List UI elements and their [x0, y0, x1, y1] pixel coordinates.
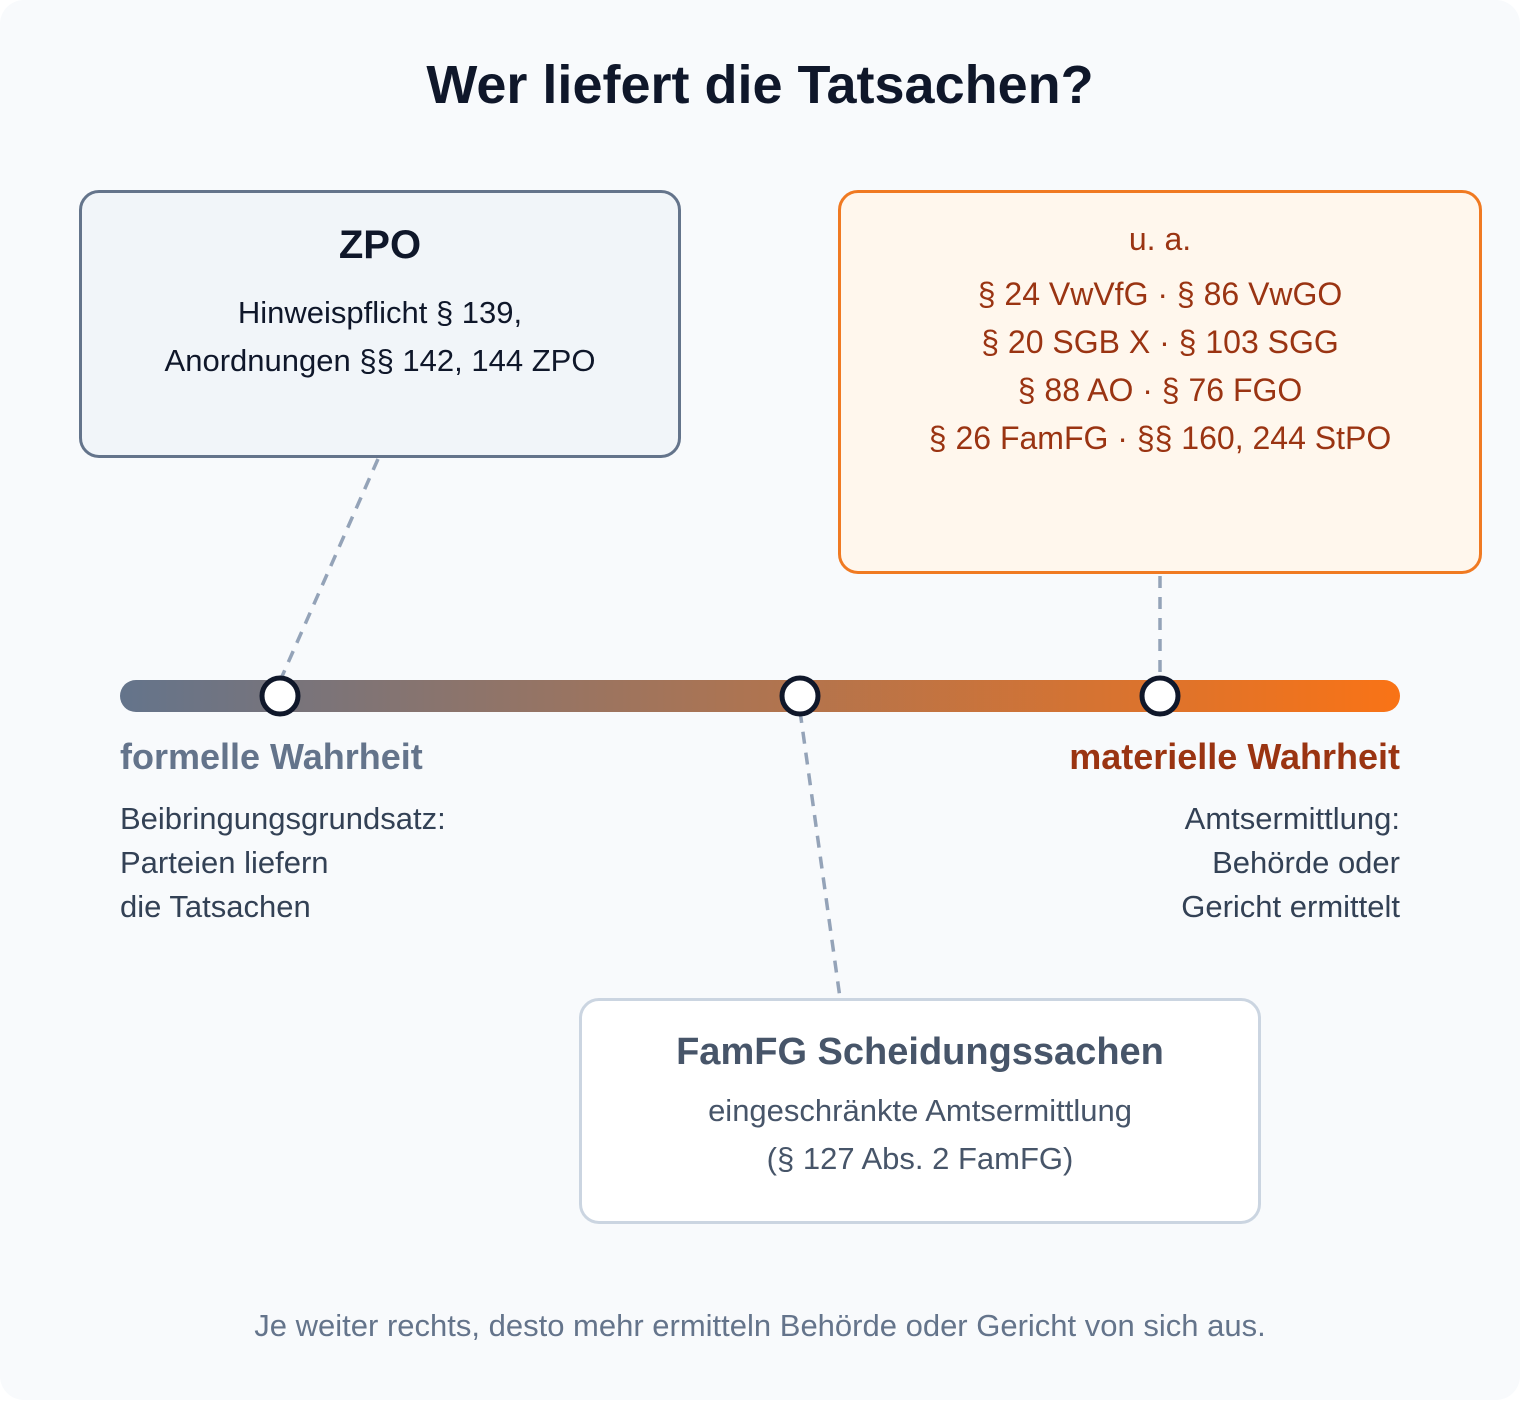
amtsermittlung-line-2: § 20 SGB X · § 103 SGG	[981, 324, 1339, 360]
formal-desc-line-2: Parteien liefern	[120, 845, 329, 880]
truth-scale-bar	[120, 680, 1400, 712]
material-desc-line-1: Amtsermittlung:	[1184, 801, 1400, 836]
material-truth-description: Amtsermittlung: Behörde oder Gericht erm…	[1181, 797, 1400, 929]
famfg-title: FamFG Scheidungssachen	[676, 1031, 1164, 1073]
zpo-line-2: Anordnungen §§ 142, 144 ZPO	[164, 343, 596, 378]
marker-zpo	[259, 675, 301, 717]
marker-amtsermittlung	[1139, 675, 1181, 717]
material-truth-label: materielle Wahrheit	[1069, 736, 1400, 777]
material-desc-line-2: Behörde oder	[1212, 845, 1400, 880]
famfg-line-2: (§ 127 Abs. 2 FamFG)	[766, 1141, 1074, 1176]
amtsermittlung-intro: u. a.	[1128, 221, 1192, 257]
amtsermittlung-line-3: § 88 AO · § 76 FGO	[1017, 372, 1303, 408]
amtsermittlung-box: u. a. § 24 VwVfG · § 86 VwGO § 20 SGB X …	[838, 190, 1482, 574]
formal-desc-line-3: die Tatsachen	[120, 889, 311, 924]
footer-note: Je weiter rechts, desto mehr ermitteln B…	[254, 1308, 1266, 1343]
connector-zpo	[278, 458, 380, 682]
formal-desc-line-1: Beibringungsgrundsatz:	[120, 801, 446, 836]
zpo-box: ZPO Hinweispflicht § 139, Anordnungen §§…	[79, 190, 681, 458]
formal-truth-description: Beibringungsgrundsatz: Parteien liefern …	[120, 797, 446, 929]
zpo-line-1: Hinweispflicht § 139,	[237, 295, 523, 330]
diagram-title: Wer liefert die Tatsachen?	[426, 55, 1094, 115]
zpo-title: ZPO	[338, 223, 422, 267]
famfg-line-1: eingeschränkte Amtsermittlung	[708, 1093, 1132, 1128]
material-desc-line-3: Gericht ermittelt	[1181, 889, 1400, 924]
famfg-box: FamFG Scheidungssachen eingeschränkte Am…	[579, 998, 1261, 1224]
marker-famfg	[779, 675, 821, 717]
formal-truth-label: formelle Wahrheit	[120, 736, 423, 777]
connector-famfg	[798, 710, 842, 999]
amtsermittlung-line-4: § 26 FamFG · §§ 160, 244 StPO	[928, 420, 1392, 456]
amtsermittlung-line-1: § 24 VwVfG · § 86 VwGO	[977, 276, 1343, 312]
